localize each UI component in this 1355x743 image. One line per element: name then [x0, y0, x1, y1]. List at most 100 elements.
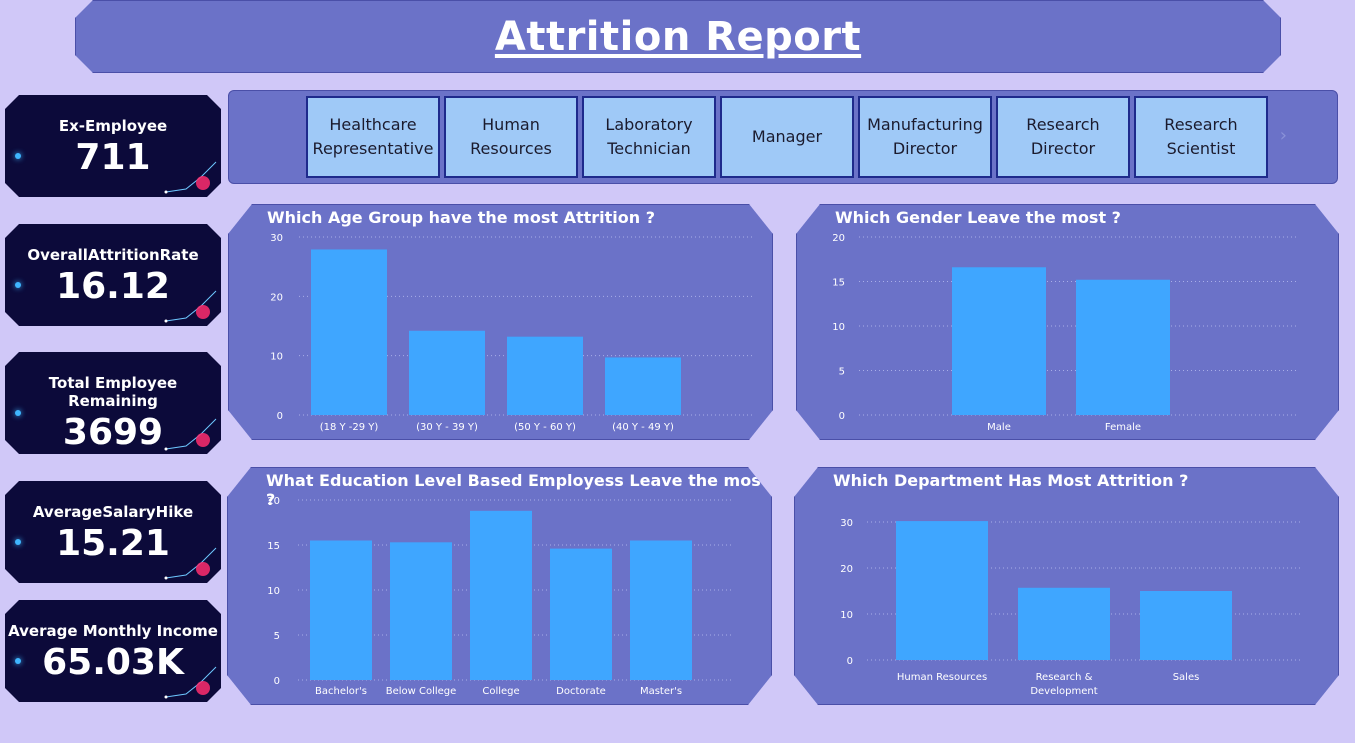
- y-tick-label: 20: [267, 496, 280, 507]
- bar: [630, 541, 692, 681]
- y-tick-label: 0: [839, 411, 845, 422]
- y-tick-label: 30: [840, 518, 853, 529]
- x-tick-label: Research & Development: [1030, 672, 1097, 697]
- bar: [550, 549, 612, 680]
- y-tick-label: 15: [832, 278, 845, 289]
- kpi-value: 15.21: [56, 523, 170, 564]
- kpi-card-ex-employee: Ex-Employee 711: [5, 95, 221, 197]
- network-decoration-icon: [161, 662, 221, 702]
- glow-dot-icon: [15, 282, 21, 288]
- bar: [409, 331, 485, 415]
- slicer-item-human-resources[interactable]: Human Resources: [444, 96, 578, 178]
- glow-dot-icon: [15, 539, 21, 545]
- y-tick-label: 20: [270, 292, 283, 303]
- network-decoration-icon: [161, 543, 221, 583]
- x-tick-label: (40 Y - 49 Y): [612, 422, 674, 433]
- x-tick-label: Human Resources: [897, 672, 987, 683]
- chart-panel-age-group: Which Age Group have the most Attrition …: [228, 204, 773, 440]
- y-tick-label: 20: [840, 564, 853, 575]
- bar: [1018, 588, 1110, 660]
- x-tick-label: (50 Y - 60 Y): [514, 422, 576, 433]
- slicer-item-label: Research Director: [1026, 115, 1100, 158]
- glow-dot-icon: [15, 153, 21, 159]
- chevron-right-icon[interactable]: ›: [1279, 125, 1287, 146]
- bar: [390, 542, 452, 680]
- chart-title: What Education Level Based Employess Lea…: [266, 471, 769, 509]
- y-tick-label: 20: [832, 233, 845, 244]
- slicer-item-label: Laboratory Technician: [605, 115, 693, 158]
- education-bar-chart: 0 5 10 15 20 Bachelor's Below College College Do…: [228, 468, 771, 704]
- y-tick-label: 15: [267, 541, 280, 552]
- kpi-value: 711: [75, 137, 151, 178]
- y-tick-label: 30: [270, 233, 283, 244]
- kpi-card-salary-hike: AverageSalaryHike 15.21: [5, 481, 221, 583]
- bar: [470, 511, 532, 680]
- kpi-card-monthly-income: Average Monthly Income 65.03K: [5, 600, 221, 702]
- slicer-item-label: Manufacturing Director: [867, 115, 983, 158]
- bar: [1140, 591, 1232, 660]
- glow-dot-icon: [15, 658, 21, 664]
- department-bar-chart: 0 10 20 30 Human Resources Research & Developm…: [795, 468, 1338, 704]
- slicer-item-label: Healthcare Representative: [312, 115, 434, 158]
- x-tick-label: (30 Y - 39 Y): [416, 422, 478, 433]
- y-tick-label: 10: [832, 322, 845, 333]
- y-tick-label: 10: [270, 352, 283, 363]
- job-role-slicer: Healthcare Representative Human Resource…: [228, 90, 1338, 184]
- bar: [310, 541, 372, 681]
- chart-title: Which Department Has Most Attrition ?: [833, 471, 1189, 490]
- y-tick-label: 0: [277, 411, 283, 422]
- x-tick-label: Female: [1105, 422, 1141, 433]
- y-tick-label: 5: [839, 367, 845, 378]
- slicer-item-research-director[interactable]: Research Director: [996, 96, 1130, 178]
- y-tick-label: 5: [274, 631, 280, 642]
- y-tick-label: 10: [840, 610, 853, 621]
- y-tick-label: 0: [274, 676, 280, 687]
- x-tick-label: Sales: [1173, 672, 1200, 683]
- network-decoration-icon: [161, 414, 221, 454]
- slicer-item-label: Manager: [751, 127, 823, 146]
- chart-title: Which Gender Leave the most ?: [835, 208, 1121, 227]
- gender-bar-chart: 0 5 10 15 20 Male Female: [797, 205, 1338, 439]
- x-tick-label: Male: [987, 422, 1011, 433]
- chart-panel-gender: Which Gender Leave the most ? 0 5 10 15 20 Ma…: [796, 204, 1339, 440]
- glow-dot-icon: [15, 410, 21, 416]
- y-tick-label: 0: [847, 656, 853, 667]
- chart-panel-department: Which Department Has Most Attrition ? 0 1…: [794, 467, 1339, 705]
- kpi-card-attrition-rate: OverallAttritionRate 16.12: [5, 224, 221, 326]
- kpi-value: 65.03K: [42, 642, 184, 683]
- slicer-item-label: Research Scientist: [1164, 115, 1238, 158]
- kpi-value: 3699: [62, 412, 164, 453]
- page-title: Attrition Report: [494, 13, 862, 60]
- kpi-label: Total Employee Remaining: [48, 374, 178, 410]
- slicer-item-manufacturing-director[interactable]: Manufacturing Director: [858, 96, 992, 178]
- chart-panel-education: What Education Level Based Employess Lea…: [227, 467, 772, 705]
- x-tick-label-line: Research &: [1036, 672, 1093, 683]
- kpi-card-employee-remaining: Total Employee Remaining 3699: [5, 352, 221, 454]
- slicer-item-laboratory-technician[interactable]: Laboratory Technician: [582, 96, 716, 178]
- kpi-label: Average Monthly Income: [8, 622, 218, 640]
- title-banner: Attrition Report: [75, 0, 1281, 73]
- x-tick-label: (18 Y -29 Y): [320, 422, 379, 433]
- slicer-item-label: Human Resources: [470, 115, 552, 158]
- x-tick-label-line: Development: [1030, 686, 1097, 697]
- x-tick-label: College: [482, 686, 519, 697]
- slicer-item-healthcare-representative[interactable]: Healthcare Representative: [306, 96, 440, 178]
- kpi-label: Ex-Employee: [58, 117, 168, 135]
- x-tick-label: Bachelor's: [315, 686, 367, 697]
- bar: [896, 521, 988, 660]
- network-decoration-icon: [161, 286, 221, 326]
- slicer-item-research-scientist[interactable]: Research Scientist: [1134, 96, 1268, 178]
- network-decoration-icon: [161, 157, 221, 197]
- bar: [605, 357, 681, 415]
- bar: [1076, 280, 1170, 415]
- bar: [311, 249, 387, 415]
- kpi-label: AverageSalaryHike: [32, 503, 194, 521]
- x-tick-label: Master's: [640, 686, 682, 697]
- age-group-bar-chart: 0 10 20 30 (18 Y -29 Y) (30 Y - 39 Y) (50 Y - …: [229, 205, 772, 439]
- x-tick-label: Below College: [386, 686, 457, 697]
- kpi-label: OverallAttritionRate: [27, 246, 199, 264]
- slicer-item-manager[interactable]: Manager: [720, 96, 854, 178]
- chart-title: Which Age Group have the most Attrition …: [267, 208, 655, 227]
- bar: [952, 267, 1046, 415]
- x-tick-label: Doctorate: [556, 686, 606, 697]
